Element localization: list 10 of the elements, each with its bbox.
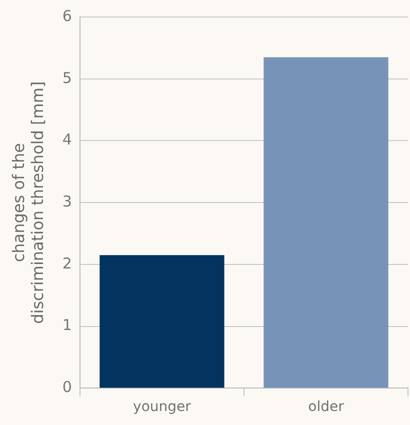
y-tick-label: 2 — [62, 254, 72, 272]
y-tick-label: 6 — [62, 6, 72, 25]
y-axis-title: changes of the discrimination threshold [mm] — [8, 81, 47, 324]
y-tick-label: 1 — [62, 316, 72, 334]
y-tick-label: 0 — [62, 378, 72, 396]
y-tick-label: 3 — [62, 192, 72, 210]
x-tick-label: younger — [133, 399, 192, 416]
y-tick-label: 5 — [62, 68, 72, 87]
x-tick-label: older — [308, 399, 344, 416]
y-tick-label: 4 — [62, 130, 72, 149]
